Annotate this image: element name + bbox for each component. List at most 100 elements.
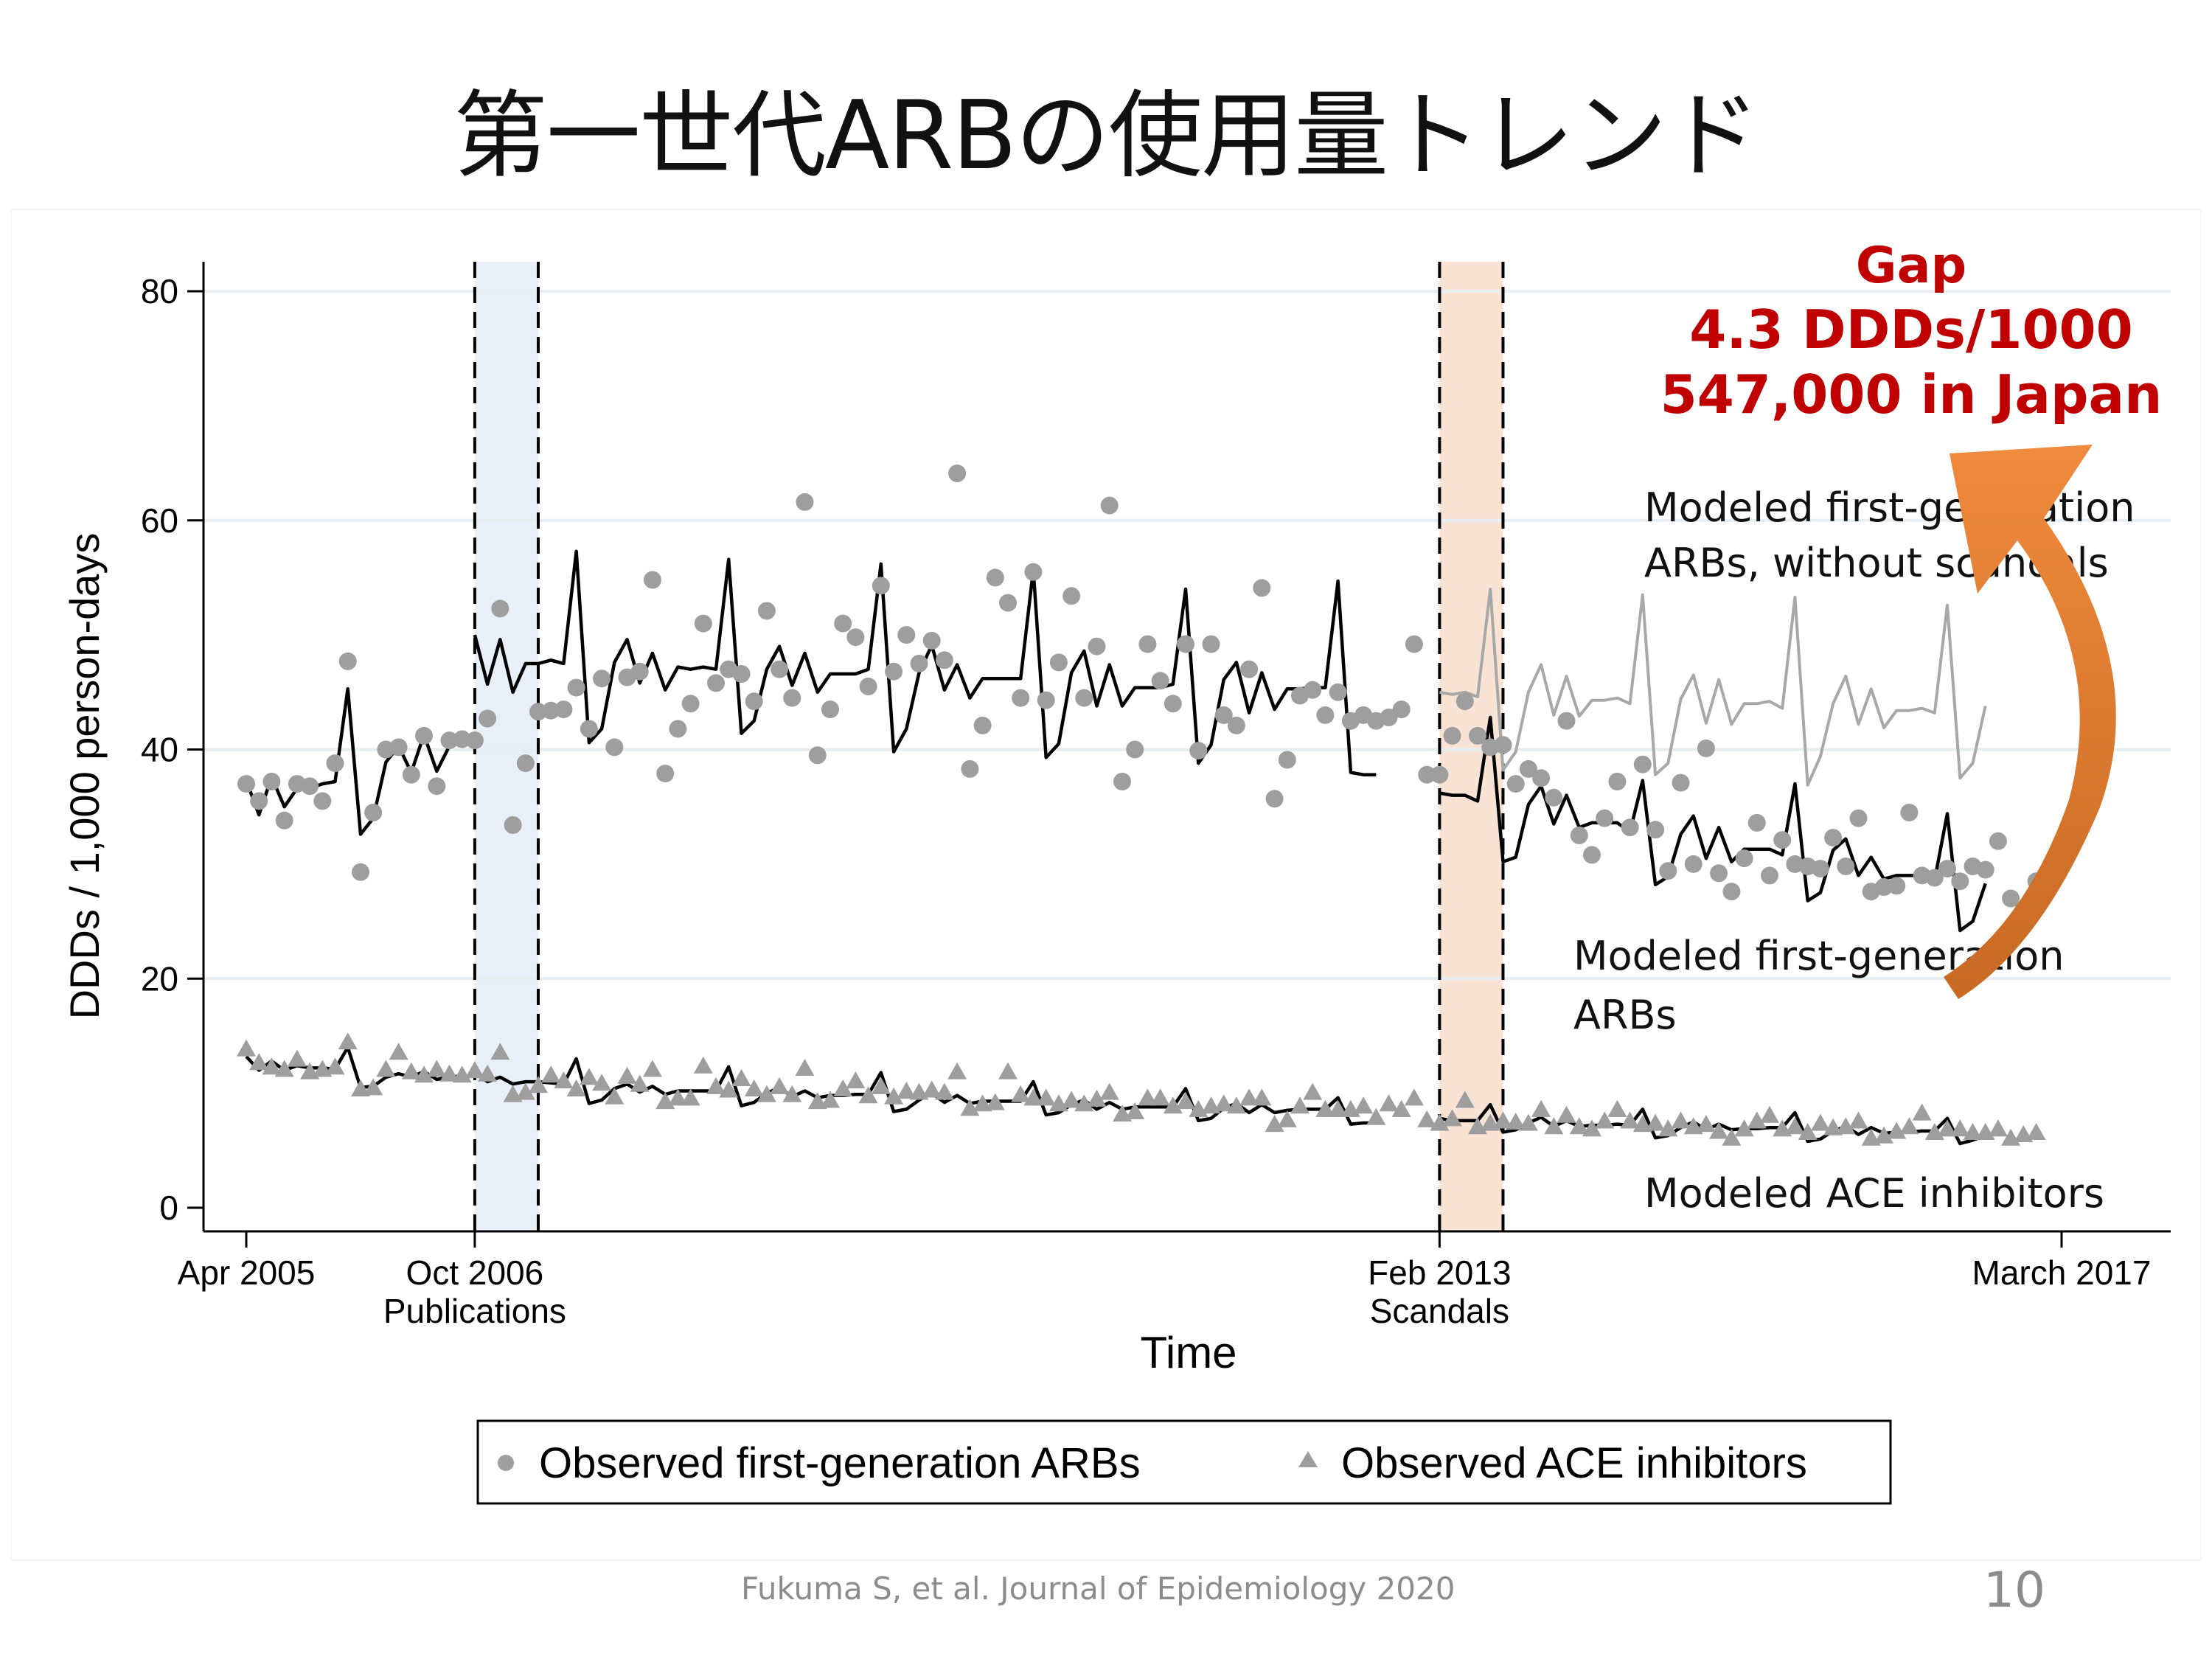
x-tick-label: Feb 2013 <box>1368 1253 1511 1292</box>
observed-arb-point <box>999 594 1017 612</box>
observed-ace-point <box>1595 1111 1615 1129</box>
observed-arb-point <box>1938 860 1956 878</box>
observed-arb-point <box>1138 635 1157 653</box>
observed-ace-point <box>592 1074 612 1091</box>
observed-ace-point <box>1912 1103 1932 1121</box>
observed-ace-point <box>668 1088 688 1106</box>
observed-arb-point <box>846 628 865 647</box>
observed-ace-point <box>1938 1119 1957 1137</box>
observed-ace-point <box>1747 1111 1767 1129</box>
observed-arb-point <box>1659 862 1677 880</box>
observed-ace-point <box>706 1077 726 1094</box>
gridlines <box>204 290 2171 981</box>
observed-ace-point <box>1099 1082 1119 1100</box>
x-tick-label: March 2017 <box>1972 1253 2152 1292</box>
observed-ace-point <box>364 1078 383 1096</box>
observed-arb-point <box>1392 700 1411 719</box>
y-tick-label: 40 <box>141 731 178 769</box>
observed-ace-point <box>376 1060 396 1077</box>
observed-ace-point <box>1620 1111 1640 1129</box>
observed-ace-point <box>351 1079 370 1096</box>
gap-population: 547,000 in Japan <box>1660 364 2163 425</box>
observed-arb-point <box>1455 692 1474 711</box>
observed-arb-point <box>1773 831 1792 849</box>
observed-ace-point <box>287 1049 307 1067</box>
observed-arb-point <box>402 765 420 784</box>
observed-ace-point <box>452 1065 472 1083</box>
observed-ace-point <box>833 1079 853 1096</box>
observed-ace-point <box>1671 1111 1691 1129</box>
observed-arb-point <box>567 678 585 697</box>
observed-ace-point <box>427 1060 447 1077</box>
observed-ace-point <box>1277 1110 1297 1127</box>
observed-ace-point <box>1810 1113 1830 1131</box>
observed-arb-point <box>1583 846 1601 864</box>
observed-arb-point <box>1633 755 1652 773</box>
observed-ace-point <box>439 1064 459 1082</box>
y-axis-ticks: 0 20 40 60 80 <box>141 272 204 1227</box>
observed-ace-point <box>693 1056 713 1074</box>
observed-arb-point <box>1100 496 1119 515</box>
observed-ace-point <box>1887 1121 1907 1139</box>
observed-ace-point <box>1290 1096 1310 1114</box>
observed-arb-point <box>593 669 611 688</box>
observed-ace-point <box>731 1069 751 1086</box>
observed-arb-point <box>1506 775 1525 793</box>
observed-arb-point <box>1951 872 1969 891</box>
observed-ace-point <box>1354 1096 1374 1114</box>
x-axis-label: Time <box>1140 1328 1237 1377</box>
observed-ace-point <box>973 1094 992 1112</box>
observed-arb-point <box>1037 691 1055 709</box>
observed-ace-point <box>1646 1113 1666 1131</box>
legend-label-observed-arbs: Observed first-generation ARBs <box>539 1439 1141 1487</box>
observed-ace-point <box>642 1060 662 1077</box>
observed-ace-point <box>807 1092 827 1110</box>
observed-ace-point <box>1950 1119 1970 1137</box>
observed-arb-point <box>1824 829 1843 847</box>
observed-ace-point <box>1455 1091 1475 1108</box>
axes <box>202 262 2171 1233</box>
observed-ace-point <box>1125 1102 1145 1119</box>
observed-ace-point <box>1569 1117 1589 1135</box>
observed-ace-point <box>1011 1085 1031 1102</box>
observed-arb-point <box>529 703 547 721</box>
legend: Observed first-generation ARBs Observed … <box>476 1419 1892 1505</box>
observed-ace-point <box>1379 1094 1399 1112</box>
observed-arb-point <box>808 746 827 765</box>
observed-ace-point <box>1252 1088 1272 1106</box>
observed-ace-point <box>1138 1088 1158 1106</box>
observed-ace-point <box>1226 1096 1246 1114</box>
observed-arb-point <box>885 662 903 681</box>
citation: Fukuma S, et al. Journal of Epidemiology… <box>741 1571 1455 1607</box>
observed-arb-point <box>669 720 687 738</box>
observed-ace-point <box>1303 1082 1323 1100</box>
observed-ace-point <box>1760 1105 1779 1123</box>
y-tick-label: 20 <box>141 959 178 998</box>
legend-box <box>476 1419 1892 1505</box>
observed-ace-point <box>1036 1088 1056 1106</box>
observed-arb-point <box>1989 832 2007 850</box>
observed-arb-point <box>504 816 522 834</box>
observed-ace-point <box>1785 1117 1805 1135</box>
y-axis-label: DDDs / 1,000 person-days <box>61 533 108 1020</box>
observed-arb-point <box>1469 726 1486 745</box>
observed-ace-point <box>617 1066 637 1084</box>
observed-arb-point <box>1189 742 1208 760</box>
observed-ace-point <box>1328 1099 1348 1117</box>
gap-arrow <box>1944 445 2116 999</box>
observed-ace-point <box>1582 1119 1601 1137</box>
observed-arb-point <box>643 571 661 589</box>
x-tick-sublabel: Scandals <box>1370 1292 1509 1330</box>
observed-arb-point <box>1697 739 1715 757</box>
observed-arb-point <box>1062 587 1081 605</box>
observed-arb-point <box>1380 709 1398 726</box>
observed-ace-point <box>1848 1111 1868 1129</box>
series-counterfactual-2 <box>1439 588 1987 787</box>
observed-arb-point <box>910 655 928 672</box>
counterfactual-line <box>1439 588 1987 787</box>
observed-ace-point <box>1557 1105 1576 1123</box>
observed-arb-point <box>1049 653 1068 672</box>
observed-arb-point <box>973 716 992 734</box>
